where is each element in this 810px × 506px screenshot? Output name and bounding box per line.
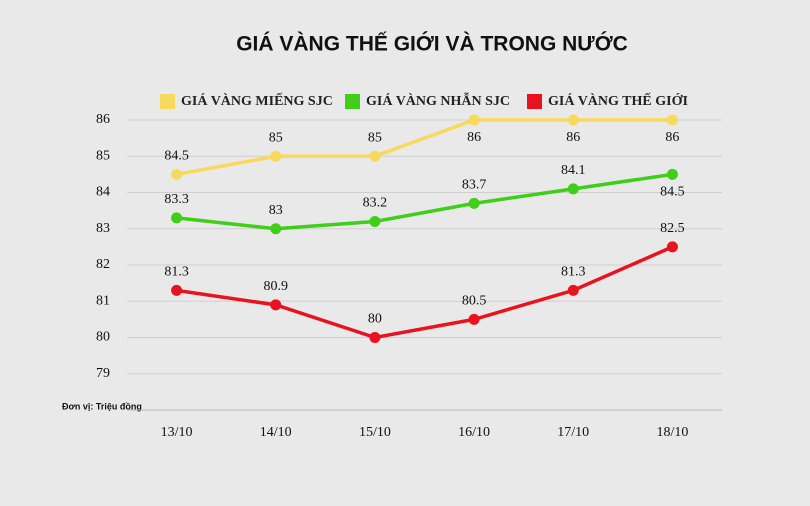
data-label: 85 — [368, 130, 382, 145]
y-tick-label: 84 — [96, 185, 110, 200]
data-point — [171, 168, 183, 180]
data-point — [567, 284, 579, 296]
data-point — [468, 197, 480, 209]
data-point — [369, 332, 381, 343]
data-label: 86 — [665, 130, 679, 145]
data-label: 84.5 — [164, 149, 189, 164]
y-tick-label: 79 — [96, 366, 110, 381]
y-tick-label: 86 — [96, 112, 110, 127]
data-label: 84.1 — [561, 163, 586, 178]
data-point — [270, 150, 282, 162]
legend-swatch — [527, 94, 542, 109]
data-label: 83.7 — [462, 178, 487, 193]
data-label: 80.5 — [462, 294, 487, 309]
y-tick-label: 81 — [96, 293, 110, 308]
legend-swatch — [345, 94, 360, 109]
data-label: 84.5 — [660, 185, 685, 200]
data-label: 83 — [269, 203, 283, 218]
y-tick-label: 83 — [96, 221, 110, 236]
legend-label: GIÁ VÀNG NHẪN SJC — [366, 91, 510, 109]
x-tick-label: 18/10 — [656, 425, 688, 440]
data-label: 86 — [467, 130, 481, 145]
legend-swatch — [160, 94, 175, 109]
data-point — [567, 183, 579, 195]
data-point — [666, 114, 678, 126]
data-label: 82.5 — [660, 221, 685, 236]
series-line — [176, 118, 673, 177]
data-point — [567, 114, 579, 126]
data-point — [666, 241, 678, 253]
data-point — [171, 212, 183, 224]
data-point — [270, 223, 282, 235]
y-tick-label: 82 — [96, 257, 110, 272]
data-label: 83.3 — [164, 192, 189, 207]
y-tick-label: 85 — [96, 148, 110, 163]
data-point — [468, 114, 480, 126]
data-point — [666, 168, 678, 180]
data-point — [270, 299, 282, 311]
data-point — [468, 313, 480, 325]
data-label: 81.3 — [561, 265, 586, 280]
data-label: 80.9 — [264, 279, 289, 294]
data-label: 86 — [566, 130, 580, 145]
data-label: 85 — [269, 130, 283, 145]
x-tick-label: 13/10 — [161, 425, 193, 440]
series-line — [176, 245, 674, 340]
series-line — [176, 172, 673, 231]
x-tick-label: 17/10 — [557, 425, 589, 440]
data-point — [171, 284, 183, 296]
y-tick-label: 80 — [96, 330, 110, 345]
chart-title: GIÁ VÀNG THẾ GIỚI VÀ TRONG NƯỚC — [236, 32, 628, 56]
data-point — [369, 150, 381, 162]
data-point — [369, 216, 381, 227]
data-label: 81.3 — [164, 265, 189, 280]
x-tick-label: 15/10 — [359, 425, 391, 440]
x-tick-label: 14/10 — [260, 425, 292, 440]
legend-label: GIÁ VÀNG MIẾNG SJC — [181, 92, 333, 109]
data-label: 83.2 — [363, 196, 388, 211]
legend-label: GIÁ VÀNG THẾ GIỚI — [548, 92, 688, 109]
x-tick-label: 16/10 — [458, 425, 490, 440]
unit-note: Đơn vị: Triệu đồng — [62, 401, 142, 411]
data-label: 80 — [368, 312, 382, 327]
